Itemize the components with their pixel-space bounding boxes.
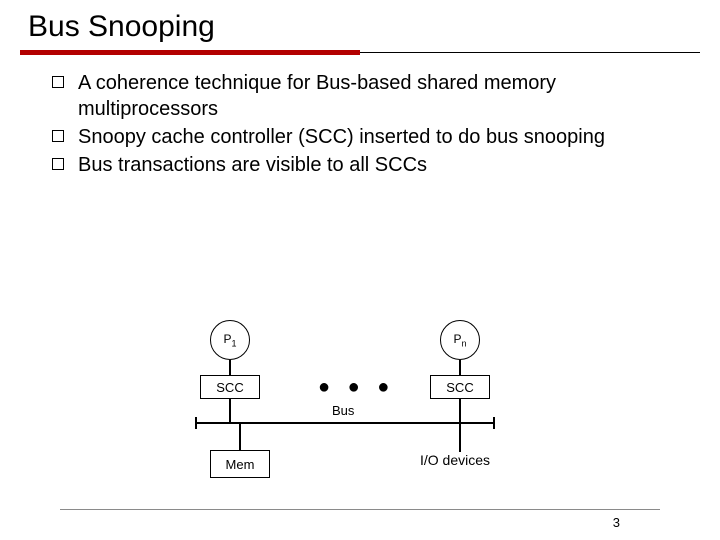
memory-node: Mem: [210, 450, 270, 478]
bullet-marker: [52, 158, 64, 170]
connector-line: [459, 399, 461, 422]
connector-line: [229, 360, 231, 375]
bullet-list: A coherence technique for Bus-based shar…: [0, 56, 720, 178]
title-rule-red: [20, 50, 360, 55]
connector-line: [459, 360, 461, 375]
title-rule: [0, 50, 720, 56]
footer-rule: [60, 509, 660, 510]
bullet-text: A coherence technique for Bus-based shar…: [78, 70, 680, 122]
io-devices-label: I/O devices: [420, 452, 490, 468]
bullet-text: Bus transactions are visible to all SCCs: [78, 152, 427, 178]
connector-line: [459, 424, 461, 452]
scc-node-1: SCC: [200, 375, 260, 399]
bus-label: Bus: [332, 403, 354, 418]
slide-title: Bus Snooping: [0, 0, 720, 48]
ellipsis-icon: ● ● ●: [318, 376, 395, 399]
bullet-marker: [52, 76, 64, 88]
scc-node-n: SCC: [430, 375, 490, 399]
connector-line: [229, 399, 231, 422]
bullet-item: A coherence technique for Bus-based shar…: [52, 70, 680, 122]
processor-node-1: P1: [210, 320, 250, 360]
bus-cap-left: [195, 417, 197, 429]
connector-line: [239, 424, 241, 450]
bullet-item: Snoopy cache controller (SCC) inserted t…: [52, 124, 680, 150]
processor-label: Pn: [453, 332, 466, 348]
bullet-item: Bus transactions are visible to all SCCs: [52, 152, 680, 178]
page-number: 3: [613, 515, 620, 530]
processor-node-n: Pn: [440, 320, 480, 360]
bullet-text: Snoopy cache controller (SCC) inserted t…: [78, 124, 605, 150]
bullet-marker: [52, 130, 64, 142]
bus-cap-right: [493, 417, 495, 429]
architecture-diagram: P1 Pn SCC SCC ● ● ● Bus Mem I/O devices: [0, 300, 720, 490]
processor-label: P1: [223, 332, 236, 348]
